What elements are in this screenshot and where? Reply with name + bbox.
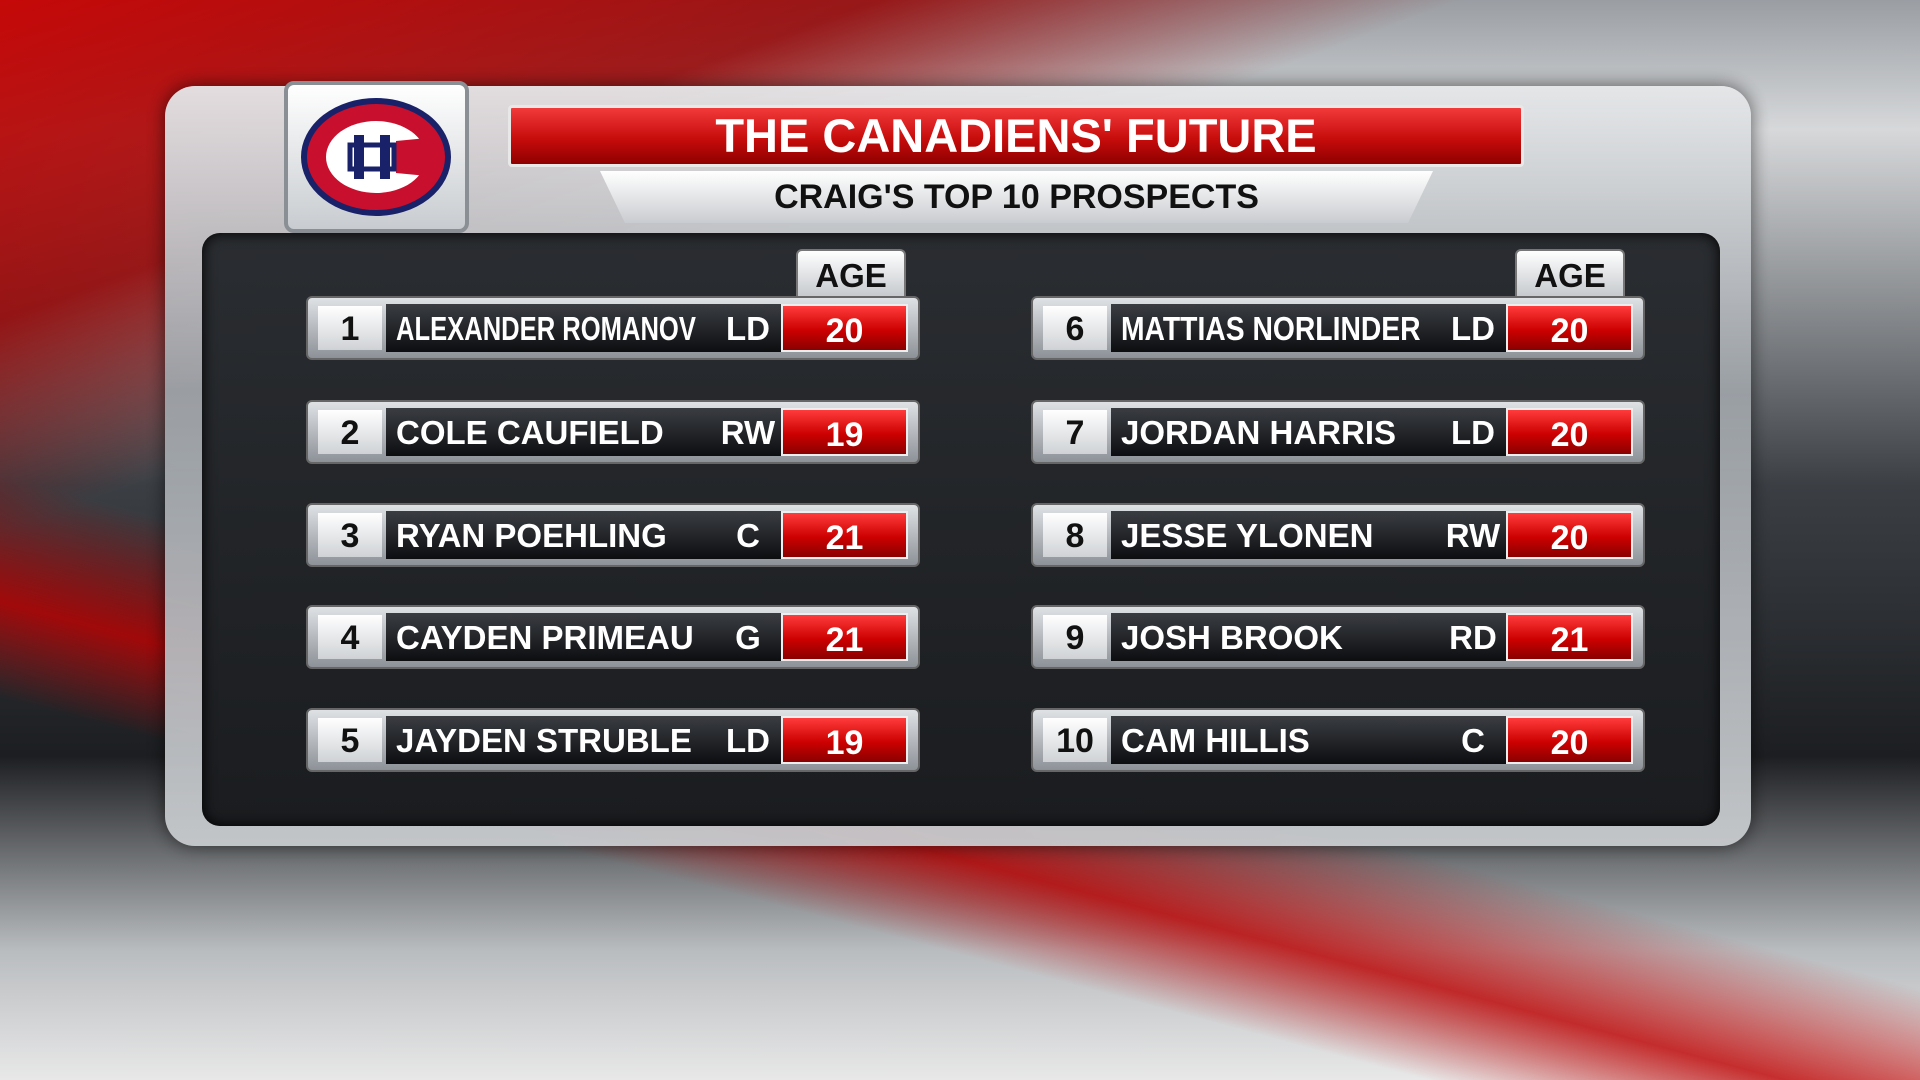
- player-name: ALEXANDER ROMANOV: [396, 310, 696, 347]
- prospect-row: 2 COLE CAUFIELD RW 19: [306, 400, 920, 464]
- rank: 3: [318, 513, 382, 557]
- title: THE CANADIENS' FUTURE: [508, 105, 1524, 167]
- rank: 9: [1043, 615, 1107, 659]
- position: LD: [726, 310, 770, 347]
- player-name: JORDAN HARRIS: [1121, 414, 1397, 451]
- age: 19: [781, 716, 908, 764]
- prospect-row: 5 JAYDEN STRUBLE LD 19: [306, 708, 920, 772]
- position: RW: [1445, 517, 1501, 554]
- position: LD: [1451, 414, 1495, 451]
- name-bar: [386, 408, 836, 456]
- age: 20: [1506, 716, 1633, 764]
- rank: 2: [318, 410, 382, 454]
- player-name: JAYDEN STRUBLE: [396, 722, 692, 759]
- age: 20: [1506, 511, 1633, 559]
- player-name: MATTIAS NORLINDER: [1121, 310, 1421, 347]
- player-name: RYAN POEHLING: [396, 517, 667, 554]
- name-bar: [386, 304, 836, 352]
- rank: 6: [1043, 306, 1107, 350]
- age: 21: [781, 511, 908, 559]
- age: 21: [781, 613, 908, 661]
- team-logo: [284, 81, 469, 233]
- rank: 8: [1043, 513, 1107, 557]
- prospect-row: 1 ALEXANDER ROMANOV LD 20: [306, 296, 920, 360]
- rank: 10: [1043, 718, 1107, 762]
- rank: 5: [318, 718, 382, 762]
- age: 20: [1506, 304, 1633, 352]
- prospect-row: 9 JOSH BROOK RD 21: [1031, 605, 1645, 669]
- prospect-row: 8 JESSE YLONEN RW 20: [1031, 503, 1645, 567]
- position: LD: [726, 722, 770, 759]
- rank: 7: [1043, 410, 1107, 454]
- player-name: JOSH BROOK: [1121, 619, 1343, 656]
- position: LD: [1451, 310, 1495, 347]
- prospect-row: 4 CAYDEN PRIMEAU G 21: [306, 605, 920, 669]
- prospect-row: 7 JORDAN HARRIS LD 20: [1031, 400, 1645, 464]
- player-name: COLE CAUFIELD: [396, 414, 664, 451]
- player-name: CAYDEN PRIMEAU: [396, 619, 694, 656]
- player-name: CAM HILLIS: [1121, 722, 1310, 759]
- position: RD: [1449, 619, 1497, 656]
- name-bar: [1111, 716, 1561, 764]
- prospect-row: 6 MATTIAS NORLINDER LD 20: [1031, 296, 1645, 360]
- name-bar: [1111, 613, 1561, 661]
- subtitle: CRAIG'S TOP 10 PROSPECTS: [600, 171, 1433, 223]
- name-bar: [1111, 304, 1561, 352]
- age: 20: [781, 304, 908, 352]
- age-header: AGE: [796, 249, 906, 297]
- logo-graphic: [301, 98, 451, 216]
- position: C: [1461, 722, 1485, 759]
- position: G: [735, 619, 761, 656]
- name-bar: [386, 511, 836, 559]
- position: RW: [720, 414, 776, 451]
- name-bar: [386, 613, 836, 661]
- age-header: AGE: [1515, 249, 1625, 297]
- position: C: [736, 517, 760, 554]
- age: 20: [1506, 408, 1633, 456]
- rank: 1: [318, 306, 382, 350]
- player-name: JESSE YLONEN: [1121, 517, 1374, 554]
- prospect-row: 10 CAM HILLIS C 20: [1031, 708, 1645, 772]
- prospect-row: 3 RYAN POEHLING C 21: [306, 503, 920, 567]
- rank: 4: [318, 615, 382, 659]
- age: 21: [1506, 613, 1633, 661]
- name-bar: [386, 716, 836, 764]
- name-bar: [1111, 408, 1561, 456]
- name-bar: [1111, 511, 1561, 559]
- age: 19: [781, 408, 908, 456]
